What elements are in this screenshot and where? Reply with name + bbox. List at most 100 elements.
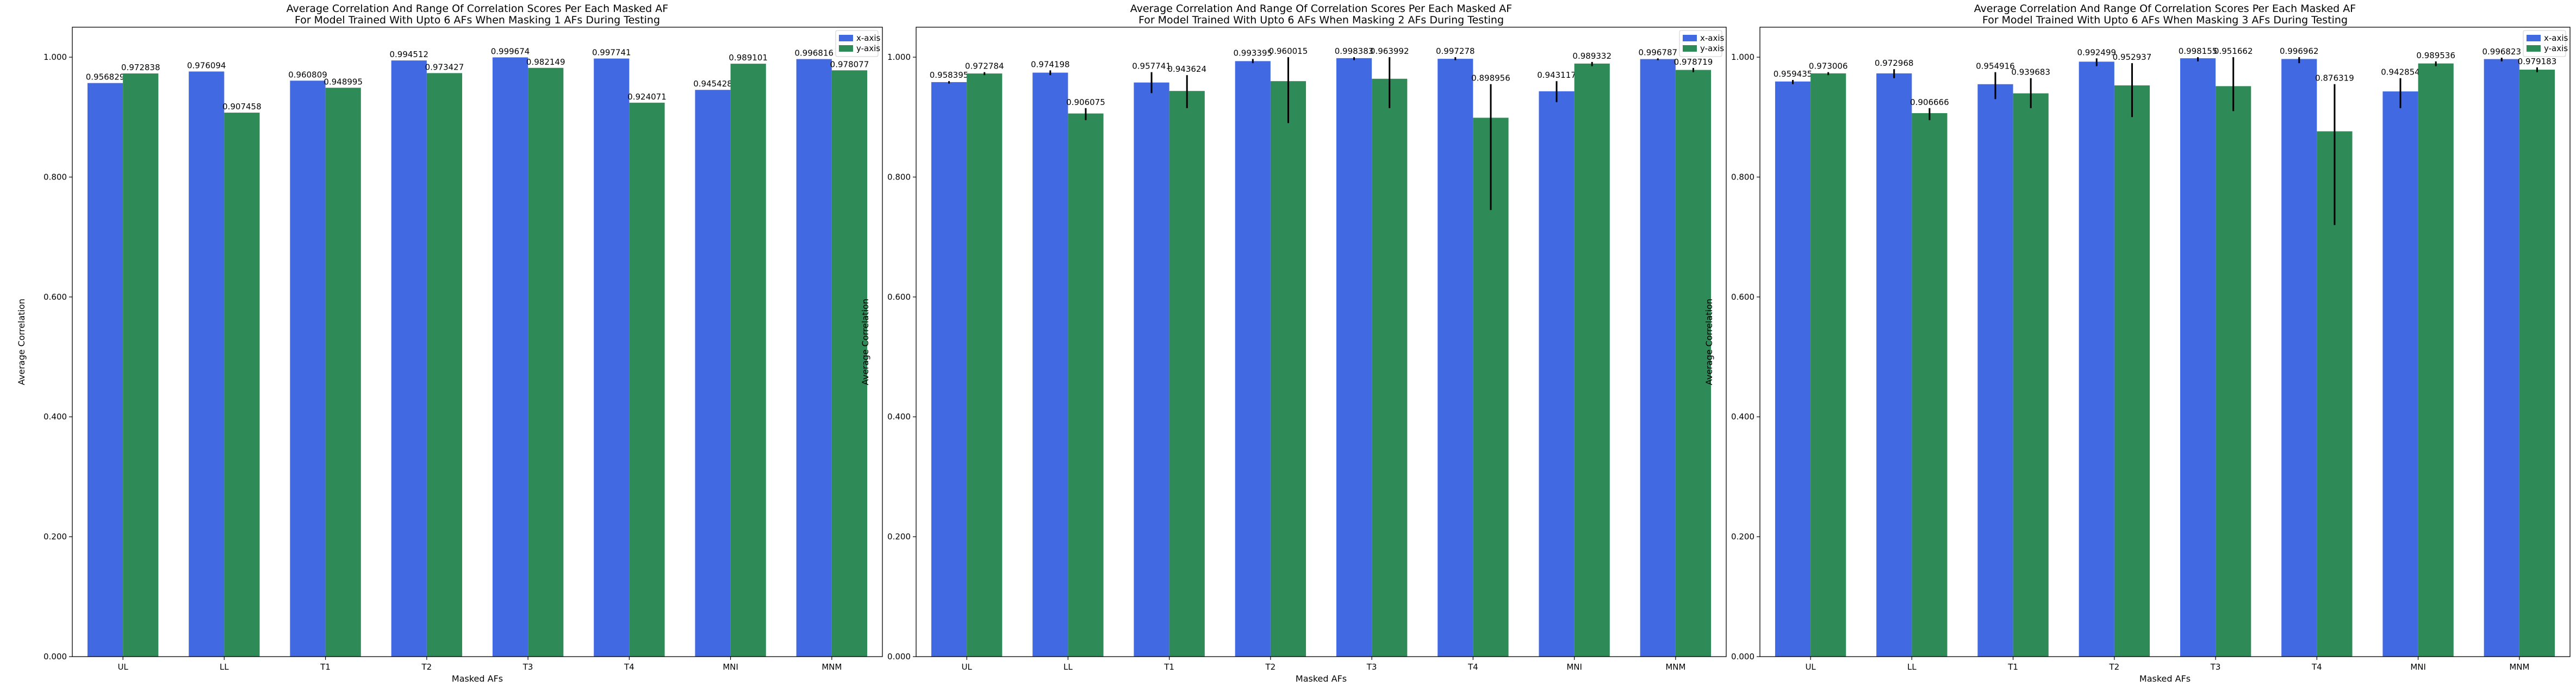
value-label: 0.906075: [1066, 97, 1105, 107]
x-tick-label: MNM: [822, 662, 842, 672]
x-tick-label: T1: [2007, 662, 2018, 672]
y-tick-label: 1.000: [43, 52, 67, 62]
value-label: 0.942854: [2381, 67, 2420, 77]
bar-y-axis-T1: [2013, 93, 2049, 657]
y-tick-label: 0.800: [887, 172, 911, 182]
y-axis-label: Average Correlation: [16, 299, 27, 385]
value-label: 0.959435: [1774, 69, 1813, 79]
value-label: 0.974198: [1031, 59, 1070, 69]
x-tick-label: T3: [1366, 662, 1377, 672]
y-tick-label: 0.600: [43, 292, 67, 302]
y-tick-label: 1.000: [887, 52, 911, 62]
x-tick-label: MNM: [1665, 662, 1685, 672]
y-tick-label: 0.600: [887, 292, 911, 302]
bar-x-axis-LL: [189, 71, 225, 657]
bar-y-axis-T2: [1270, 81, 1306, 657]
legend-swatch-x-axis: [2527, 35, 2541, 41]
plot-frame: [916, 27, 1727, 657]
value-label: 0.972784: [965, 61, 1004, 71]
x-axis-label: Masked AFs: [2139, 673, 2191, 684]
bar-y-axis-UL: [123, 73, 159, 657]
y-tick-label: 0.000: [1731, 652, 1754, 662]
bar-y-axis-LL: [1912, 113, 1947, 657]
chart-title: Average Correlation And Range Of Correla…: [1974, 3, 2356, 15]
bar-x-axis-T2: [1235, 61, 1271, 657]
value-label: 0.957741: [1132, 61, 1171, 71]
bar-x-axis-LL: [1876, 73, 1912, 657]
value-label: 0.976094: [187, 60, 226, 70]
x-tick-label: UL: [961, 662, 972, 672]
bar-y-axis-LL: [1068, 113, 1104, 657]
value-label: 0.952937: [2113, 52, 2152, 62]
chart-title: Average Correlation And Range Of Correla…: [287, 3, 668, 15]
value-label: 0.989101: [729, 53, 768, 63]
legend-entry: x-axis: [2544, 33, 2568, 43]
y-tick-label: 0.400: [1731, 412, 1754, 422]
value-label: 0.951662: [2214, 46, 2253, 56]
value-label: 0.960809: [288, 70, 327, 79]
bar-y-axis-T2: [426, 73, 463, 657]
bar-x-axis-T1: [1134, 82, 1169, 657]
x-tick-label: T1: [1163, 662, 1174, 672]
legend-entry: y-axis: [2544, 44, 2568, 53]
bar-x-axis-T3: [1336, 58, 1372, 657]
value-label: 0.972838: [121, 63, 160, 72]
bar-x-axis-MNI: [2382, 91, 2418, 657]
value-label: 0.948995: [323, 77, 363, 86]
legend-swatch-y-axis: [839, 45, 853, 52]
bar-y-axis-T3: [2216, 86, 2251, 657]
value-label: 0.960015: [1269, 46, 1308, 56]
y-tick-label: 1.000: [1731, 52, 1754, 62]
bar-x-axis-T4: [2281, 59, 2317, 657]
value-label: 0.924071: [627, 92, 667, 102]
legend-swatch-x-axis: [1683, 35, 1697, 41]
bar-y-axis-MNM: [1675, 70, 1712, 657]
value-label: 0.997278: [1436, 46, 1475, 56]
value-label: 0.994512: [389, 50, 428, 59]
value-label: 0.978077: [830, 59, 869, 69]
bar-x-axis-T3: [2180, 58, 2216, 657]
x-tick-label: UL: [1805, 662, 1816, 672]
bar-x-axis-T1: [290, 81, 326, 657]
bar-y-axis-MNI: [1574, 63, 1610, 657]
legend-entry: x-axis: [856, 33, 881, 43]
value-label: 0.876319: [2315, 73, 2354, 83]
bar-y-axis-MNI: [730, 64, 766, 657]
value-label: 0.996816: [794, 48, 833, 58]
bar-y-axis-LL: [224, 113, 260, 657]
value-label: 0.943624: [1167, 64, 1206, 74]
x-tick-label: T3: [2210, 662, 2221, 672]
bar-x-axis-T2: [391, 60, 427, 657]
value-label: 0.989536: [2416, 51, 2455, 60]
x-tick-label: T1: [320, 662, 331, 672]
bar-x-axis-MNI: [695, 90, 731, 657]
value-label: 0.956829: [86, 72, 125, 82]
bar-y-axis-T1: [325, 88, 361, 657]
bar-x-axis-T4: [1438, 59, 1473, 657]
y-tick-label: 0.200: [1731, 532, 1754, 542]
value-label: 0.997741: [592, 48, 631, 58]
y-tick-label: 0.400: [43, 412, 67, 422]
y-tick-label: 0.000: [887, 652, 911, 662]
bar-y-axis-T3: [528, 67, 564, 657]
x-tick-label: MNI: [723, 662, 738, 672]
legend-swatch-x-axis: [839, 35, 853, 41]
value-label: 0.945428: [693, 79, 732, 89]
bar-x-axis-LL: [1032, 72, 1068, 657]
x-tick-label: LL: [1063, 662, 1073, 672]
value-label: 0.992499: [2077, 47, 2116, 57]
value-label: 0.978719: [1674, 57, 1713, 67]
plot-frame: [1759, 27, 2571, 657]
y-tick-label: 0.600: [1731, 292, 1754, 302]
legend-swatch-y-axis: [2527, 45, 2541, 52]
x-tick-label: T4: [2311, 662, 2322, 672]
y-axis-label: Average Correlation: [1704, 299, 1714, 385]
value-label: 0.906666: [1910, 97, 1949, 107]
value-label: 0.907458: [222, 102, 262, 112]
bar-x-axis-T3: [492, 57, 528, 657]
x-tick-label: MNI: [1566, 662, 1582, 672]
bar-x-axis-T4: [594, 58, 630, 657]
bar-x-axis-MNM: [796, 59, 832, 657]
x-tick-label: LL: [1907, 662, 1917, 672]
y-tick-label: 0.200: [887, 532, 911, 542]
